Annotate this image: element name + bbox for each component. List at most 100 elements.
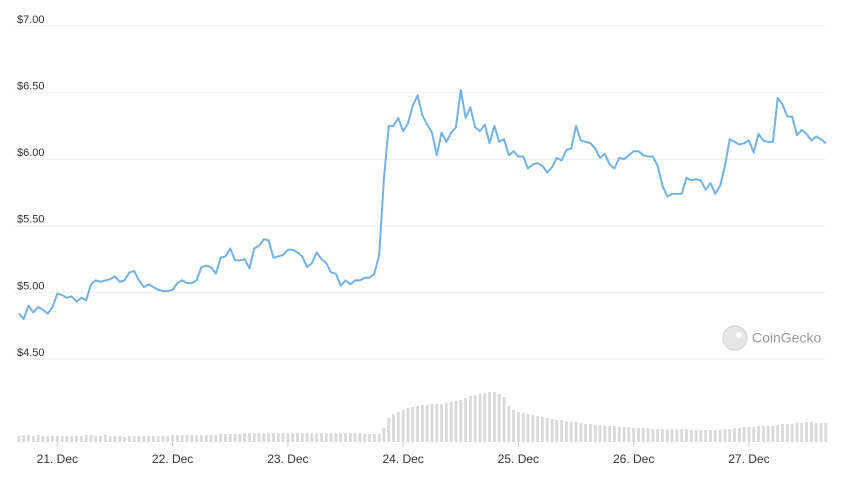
volume-bar bbox=[555, 420, 559, 442]
volume-bar bbox=[536, 416, 540, 442]
volume-bar bbox=[310, 433, 314, 442]
volume-bar bbox=[723, 429, 727, 442]
volume-bar bbox=[747, 427, 751, 442]
volume-bar bbox=[89, 435, 93, 442]
volume-bar bbox=[766, 426, 770, 442]
volume-bar bbox=[195, 435, 198, 442]
volume-bar bbox=[488, 392, 491, 442]
volume-bar bbox=[416, 406, 419, 442]
volume-bar bbox=[435, 404, 439, 442]
volume-bar bbox=[339, 433, 343, 442]
volume-bar bbox=[147, 436, 151, 442]
volume-bar bbox=[60, 436, 64, 442]
volume-bar bbox=[118, 436, 122, 442]
volume-bar bbox=[771, 426, 775, 442]
volume-bar bbox=[449, 402, 453, 442]
volume-bar bbox=[646, 428, 650, 442]
volume-bar bbox=[420, 405, 424, 442]
volume-bar bbox=[204, 435, 208, 442]
volume-bar bbox=[444, 403, 448, 442]
volume-bar bbox=[560, 420, 564, 442]
volume-bar bbox=[531, 415, 535, 442]
volume-bar bbox=[176, 435, 179, 442]
volume-bar bbox=[632, 428, 636, 442]
volume-bar bbox=[348, 433, 352, 442]
volume-bar bbox=[94, 436, 98, 442]
y-tick-label: $4.50 bbox=[17, 347, 45, 359]
volume-bar bbox=[540, 417, 544, 442]
volume-bar bbox=[800, 423, 804, 442]
volume-bar bbox=[51, 436, 54, 442]
y-tick-label: $6.50 bbox=[17, 81, 45, 93]
volume-bar bbox=[824, 423, 828, 442]
volume-bar bbox=[99, 436, 102, 442]
volume-bar bbox=[493, 392, 496, 442]
volume-bar bbox=[55, 436, 59, 442]
y-tick-label: $5.50 bbox=[17, 214, 45, 226]
volume-bar bbox=[41, 436, 45, 442]
x-tick-label: 22. Dec bbox=[152, 452, 193, 466]
volume-bar bbox=[675, 429, 679, 442]
volume-bar bbox=[233, 434, 237, 442]
volume-bar bbox=[200, 435, 203, 442]
volume-bar bbox=[180, 435, 184, 442]
volume-bar bbox=[545, 418, 549, 442]
volume-bar bbox=[805, 422, 808, 442]
volume-bar bbox=[752, 427, 756, 442]
volume-bar bbox=[79, 436, 83, 442]
volume-bar bbox=[228, 434, 232, 442]
x-tick-label: 24. Dec bbox=[382, 452, 423, 466]
volume-bar bbox=[276, 433, 280, 442]
volume-bar bbox=[22, 435, 26, 442]
volume-bar bbox=[387, 418, 391, 442]
volume-bar bbox=[440, 404, 443, 442]
volume-bar bbox=[214, 435, 218, 442]
volume-bar bbox=[704, 430, 708, 442]
volume-bar bbox=[468, 396, 472, 442]
volume-bar bbox=[627, 427, 631, 442]
watermark: CoinGecko bbox=[722, 325, 821, 351]
volume-bar bbox=[761, 426, 765, 442]
volume-bar bbox=[689, 430, 693, 442]
volume-bar bbox=[497, 394, 501, 442]
volume-bar bbox=[166, 436, 170, 442]
volume-bar bbox=[272, 433, 275, 442]
volume-bar bbox=[65, 436, 69, 442]
volume-bar bbox=[17, 436, 21, 442]
x-tick-label: 21. Dec bbox=[37, 452, 78, 466]
volume-bar bbox=[819, 423, 823, 442]
volume-bar bbox=[603, 426, 607, 442]
volume-bar bbox=[392, 414, 395, 442]
volume-bar bbox=[579, 423, 583, 442]
volume-bar bbox=[243, 433, 247, 442]
volume-bar bbox=[257, 433, 261, 442]
x-tick-label: 25. Dec bbox=[498, 452, 539, 466]
volume-bar bbox=[267, 433, 271, 442]
volume-bar bbox=[382, 428, 386, 442]
volume-bar bbox=[526, 414, 530, 442]
watermark-logo bbox=[722, 325, 748, 351]
volume-bar bbox=[776, 425, 780, 442]
volume-bar bbox=[733, 428, 736, 442]
volume-bar bbox=[248, 433, 251, 442]
volume-bar bbox=[651, 429, 655, 442]
volume-bar bbox=[502, 397, 506, 442]
volume-bar bbox=[296, 433, 299, 442]
volume-bar bbox=[699, 430, 703, 442]
volume-bar bbox=[512, 410, 515, 442]
volume-bar bbox=[459, 400, 463, 442]
y-tick-label: $6.00 bbox=[17, 147, 45, 159]
volume-bar bbox=[737, 428, 741, 442]
volume-bar bbox=[598, 425, 602, 442]
volume-bar bbox=[401, 410, 405, 442]
volume-bar bbox=[142, 436, 146, 442]
volume-bar bbox=[411, 407, 415, 442]
volume-bar bbox=[665, 429, 669, 442]
volume-bar bbox=[334, 433, 338, 442]
volume-bar bbox=[516, 412, 520, 442]
volume-bar bbox=[454, 401, 458, 442]
volume-bar bbox=[617, 427, 621, 442]
volume-bar bbox=[363, 434, 367, 442]
volume-bar bbox=[478, 394, 482, 442]
